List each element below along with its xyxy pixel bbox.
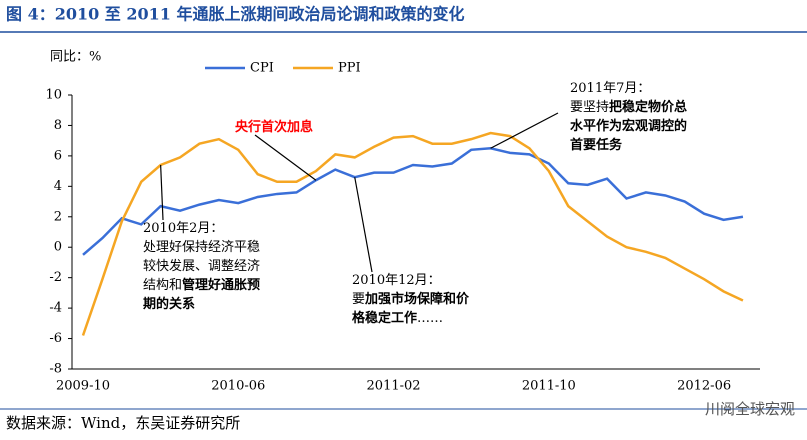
y-tick-label: 10 [45, 88, 62, 103]
annotation-text: 首要任务 [570, 137, 623, 153]
annotation-segment: 格稳定工作 [352, 310, 417, 326]
chart-title: 图 4：2010 至 2011 年通胀上涨期间政治局论调和政策的变化 [6, 5, 464, 24]
y-tick-label: 4 [54, 179, 62, 194]
annotation-segment: 较快发展、调整经济 [143, 258, 260, 274]
annotation-text: 2010年2月： [143, 221, 223, 236]
annotation-text: 要加强市场保障和价 [352, 291, 470, 307]
legend-label: PPI [338, 61, 361, 76]
annotation-segment: 加强市场保障和价 [364, 291, 470, 307]
annotation-segment: …… [417, 311, 443, 326]
watermark: 川阅全球宏观 [705, 400, 795, 418]
series-line [81, 131, 744, 336]
annotation-segment: 2011年7月： [570, 81, 650, 96]
y-axis-label: 同比：% [50, 50, 101, 65]
annotation-segment: 首要任务 [570, 137, 623, 153]
annotation-leader [160, 164, 164, 221]
annotation-text: 较快发展、调整经济 [143, 258, 260, 274]
annotation-text: 结构和管理好通胀预 [143, 277, 260, 293]
annotation-segment: 处理好保持经济平稳 [143, 239, 260, 255]
annotation-segment: 要坚持 [570, 100, 609, 115]
y-tick-label: -2 [49, 270, 62, 285]
x-tick-label: 2011-02 [367, 379, 421, 394]
annotation-text: 2011年7月： [570, 81, 650, 96]
annotation-segment: 结构和 [143, 278, 182, 293]
y-tick-label: 2 [54, 209, 62, 224]
y-tick-label: 6 [54, 148, 62, 163]
annotation-segment: 把稳定物价总 [609, 99, 687, 115]
annotation-text: 期的关系 [143, 296, 195, 312]
x-tick-label: 2009-10 [56, 379, 110, 394]
x-tick-label: 2011-10 [522, 379, 576, 394]
x-tick-label: 2012-06 [677, 379, 731, 394]
y-tick-label: 8 [54, 118, 62, 133]
annotation-text: 水平作为宏观调控的 [570, 118, 687, 134]
annotation-text: 要坚持把稳定物价总 [570, 99, 687, 115]
annotation-segment: 要 [352, 292, 365, 307]
annotation-text: 处理好保持经济平稳 [143, 239, 260, 255]
annotation-segment: 2010年2月： [143, 221, 223, 236]
annotation-text: 央行首次加息 [235, 119, 313, 135]
annotation-leader [354, 177, 373, 273]
annotation-segment: 期的关系 [143, 296, 195, 312]
x-tick-label: 2010-06 [211, 379, 265, 394]
annotation-leader [490, 112, 559, 149]
y-tick-label: -8 [49, 362, 62, 377]
y-tick-label: -4 [49, 301, 62, 316]
annotation-text: 格稳定工作…… [352, 310, 443, 326]
legend-label: CPI [250, 61, 274, 76]
annotation-segment: 管理好通胀预 [182, 277, 260, 293]
annotation-leader [254, 134, 317, 181]
series-line [82, 147, 744, 256]
y-tick-label: -6 [49, 331, 62, 346]
source: 数据来源：Wind，东吴证券研究所 [6, 414, 240, 432]
annotation-segment: 央行首次加息 [235, 119, 313, 135]
annotation-segment: 2010年12月： [352, 273, 441, 288]
annotation-text: 2010年12月： [352, 273, 441, 288]
y-tick-label: 0 [54, 240, 62, 255]
annotation-segment: 水平作为宏观调控的 [570, 118, 687, 134]
